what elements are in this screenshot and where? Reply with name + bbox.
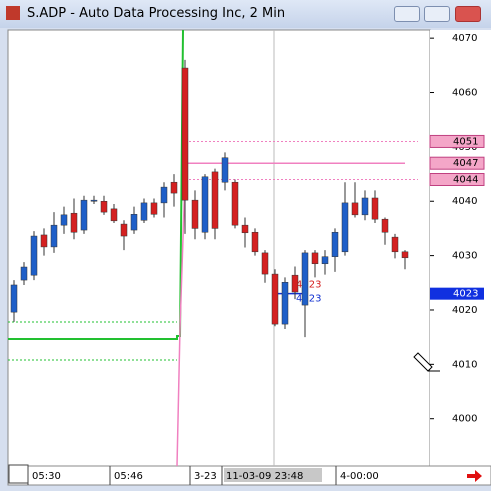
candle-body	[100, 200, 108, 213]
candle-body	[351, 202, 359, 216]
candle-body	[211, 171, 219, 229]
close-button[interactable]	[455, 6, 481, 22]
y-tick-label: 4040	[452, 196, 477, 207]
y-tick-label: 4000	[452, 414, 477, 425]
candle-body	[110, 208, 118, 222]
candle-body	[311, 252, 319, 265]
scroll-arrow[interactable]	[467, 470, 482, 482]
candle-body	[391, 236, 399, 253]
y-tick-label: 4060	[452, 88, 477, 99]
candle-body	[291, 274, 299, 293]
candle-body	[50, 224, 58, 248]
candle-body	[331, 231, 339, 257]
cursor-marker-label: 4023	[453, 289, 478, 300]
title-bar: S.ADP - Auto Data Processing Inc, 2 Min	[0, 0, 491, 28]
price-marker-label: 4047	[453, 158, 478, 169]
candle-body	[140, 202, 148, 221]
cursor-label: 4023	[296, 280, 321, 291]
y-tick-label: 4020	[452, 305, 477, 316]
candle-body	[130, 214, 138, 231]
price-marker	[429, 134, 485, 148]
candle-body	[241, 224, 249, 234]
price-marker-label: 4044	[453, 175, 478, 186]
candle-body	[191, 199, 199, 229]
candle-body	[231, 181, 239, 226]
candle-body	[160, 186, 168, 204]
candle-body	[150, 202, 158, 215]
x-tick-label: 05:30	[32, 471, 61, 482]
candle-body	[181, 67, 189, 201]
minimize-button[interactable]	[394, 6, 420, 22]
candle-body	[80, 199, 88, 231]
candle-body	[321, 256, 329, 265]
candle-body	[40, 234, 48, 248]
candle-body	[401, 251, 409, 259]
candle-body	[261, 252, 269, 275]
candle-body	[221, 157, 229, 183]
candle-body	[201, 176, 209, 233]
candle-body	[30, 235, 38, 276]
candle-body	[251, 231, 259, 253]
candle-body	[20, 266, 28, 281]
candle-body	[381, 218, 389, 233]
x-tick-label: 05:46	[114, 471, 143, 482]
candle-body	[90, 199, 98, 202]
x-label-highlight	[224, 468, 322, 482]
candle-body	[70, 212, 78, 233]
candle-body	[120, 223, 128, 237]
candle-body	[271, 273, 279, 325]
cursor-label: 4023	[296, 294, 321, 305]
maximize-button[interactable]	[424, 6, 450, 22]
x-tick-label: 4-00:00	[340, 471, 379, 482]
app-icon	[6, 6, 20, 20]
window-title: S.ADP - Auto Data Processing Inc, 2 Min	[27, 6, 286, 21]
candle-body	[60, 214, 68, 226]
price-marker	[429, 156, 485, 170]
scroll-thumb[interactable]	[8, 464, 29, 484]
candle-body	[341, 202, 349, 253]
candle-body	[10, 284, 18, 313]
chart: 4000401040204030404040504060407040514047…	[7, 29, 491, 486]
y-tick-label: 4070	[452, 33, 477, 44]
x-tick-label: 11-03-09 23:48	[226, 471, 303, 482]
pencil-icon	[413, 352, 440, 372]
candle-body	[371, 197, 379, 220]
candle-body	[301, 252, 309, 306]
y-tick-label: 4010	[452, 359, 477, 370]
y-tick-label: 4030	[452, 251, 477, 262]
price-marker-label: 4051	[453, 136, 478, 147]
candle-body	[170, 181, 178, 194]
x-tick-label: 3-23	[194, 471, 217, 482]
candle-body	[361, 197, 369, 216]
cursor-marker	[430, 287, 484, 300]
candle-body	[281, 281, 289, 325]
price-marker	[429, 173, 485, 187]
